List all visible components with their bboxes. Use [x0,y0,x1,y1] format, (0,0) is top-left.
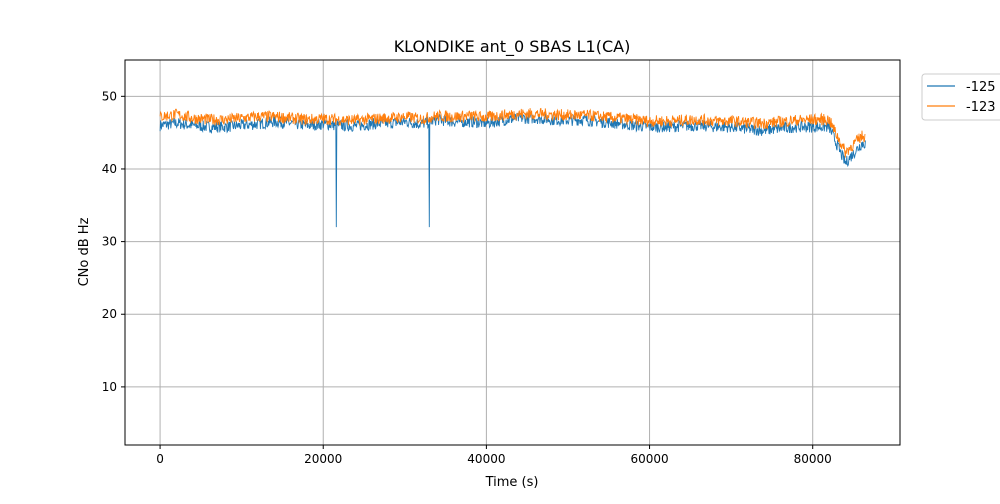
y-tick-label: 50 [102,89,117,103]
x-ticks: 0 20000 40000 60000 80000 [156,445,832,466]
y-tick-label: 40 [102,162,117,176]
x-tick-label: 80000 [794,452,832,466]
series-lines [159,107,866,228]
y-ticks: 10 20 30 40 50 [102,89,125,394]
x-tick-label: 60000 [630,452,668,466]
x-tick-label: 40000 [467,452,505,466]
legend: -125 -123 [921,73,1000,121]
x-tick-label: 20000 [304,452,342,466]
x-tick-label: 0 [156,452,164,466]
plot-frame [124,59,901,446]
legend-label-0: -125 [966,80,996,95]
x-axis-label: Time (s) [485,475,539,490]
legend-label-1: -123 [966,100,996,115]
y-tick-label: 10 [102,380,117,394]
y-tick-label: 20 [102,307,117,321]
series-line--123 [159,107,866,158]
series-line--125 [159,111,866,228]
y-axis-label: CNo dB Hz [77,217,92,286]
chart-title: KLONDIKE ant_0 SBAS L1(CA) [394,37,631,57]
y-tick-label: 30 [102,235,117,249]
